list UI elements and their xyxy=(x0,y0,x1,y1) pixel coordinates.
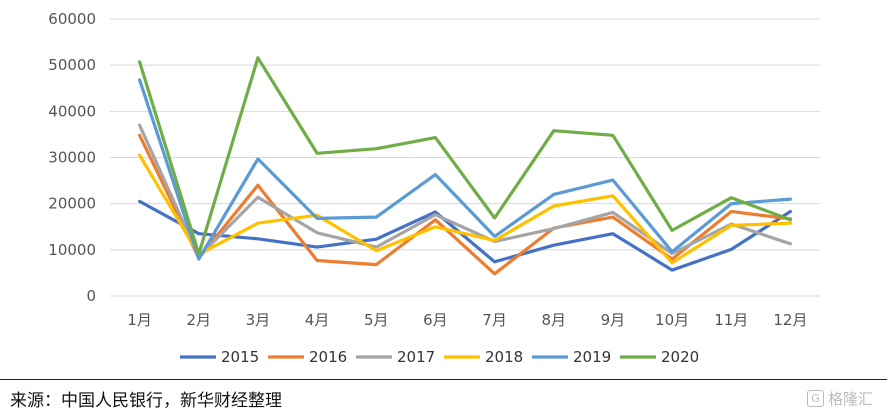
y-axis-tick-labels: 0 10000 20000 30000 40000 50000 60000 xyxy=(48,10,96,305)
watermark: G 格隆汇 xyxy=(806,388,873,409)
y-tick-label: 10000 xyxy=(48,241,96,259)
x-tick-label: 10月 xyxy=(655,311,689,329)
series-line-2018 xyxy=(138,153,793,265)
y-tick-label: 50000 xyxy=(48,56,96,74)
watermark-logo-icon: G xyxy=(806,390,824,407)
x-tick-label: 1月 xyxy=(127,311,152,329)
x-tick-label: 5月 xyxy=(364,311,389,329)
y-tick-label: 60000 xyxy=(48,10,96,28)
series-lines xyxy=(138,56,793,276)
legend-label-2020: 2020 xyxy=(661,348,699,366)
x-tick-label: 6月 xyxy=(423,311,448,329)
x-tick-label: 11月 xyxy=(714,311,748,329)
series-line-2019 xyxy=(138,78,793,261)
legend: 2015 2016 2017 2018 2019 2020 xyxy=(180,348,699,366)
x-tick-label: 2月 xyxy=(186,311,211,329)
x-tick-label: 12月 xyxy=(773,311,807,329)
line-chart: 0 10000 20000 30000 40000 50000 60000 1月 2月 3月 4月… xyxy=(48,10,820,366)
series-line-2016 xyxy=(138,133,793,276)
y-tick-label: 0 xyxy=(86,287,96,305)
y-tick-label: 40000 xyxy=(48,102,96,120)
series-line-2017 xyxy=(138,123,793,259)
x-axis-tick-labels: 1月 2月 3月 4月 5月 6月 7月 8月 9月 10月 11月 12月 xyxy=(127,311,807,329)
source-note: 来源：中国人民银行，新华财经整理 xyxy=(10,391,282,411)
x-tick-label: 8月 xyxy=(541,311,566,329)
legend-label-2017: 2017 xyxy=(397,348,435,366)
legend-label-2016: 2016 xyxy=(309,348,347,366)
y-tick-label: 30000 xyxy=(48,149,96,167)
legend-label-2019: 2019 xyxy=(573,348,611,366)
x-tick-label: 4月 xyxy=(305,311,330,329)
watermark-label: 格隆汇 xyxy=(827,390,873,408)
y-tick-label: 20000 xyxy=(48,195,96,213)
x-tick-label: 9月 xyxy=(601,311,626,329)
legend-label-2015: 2015 xyxy=(221,348,259,366)
series-line-2015 xyxy=(138,199,793,272)
x-tick-label: 7月 xyxy=(482,311,507,329)
series-line-2020 xyxy=(138,56,793,256)
footer-divider xyxy=(0,379,887,380)
x-tick-label: 3月 xyxy=(246,311,271,329)
legend-label-2018: 2018 xyxy=(485,348,523,366)
